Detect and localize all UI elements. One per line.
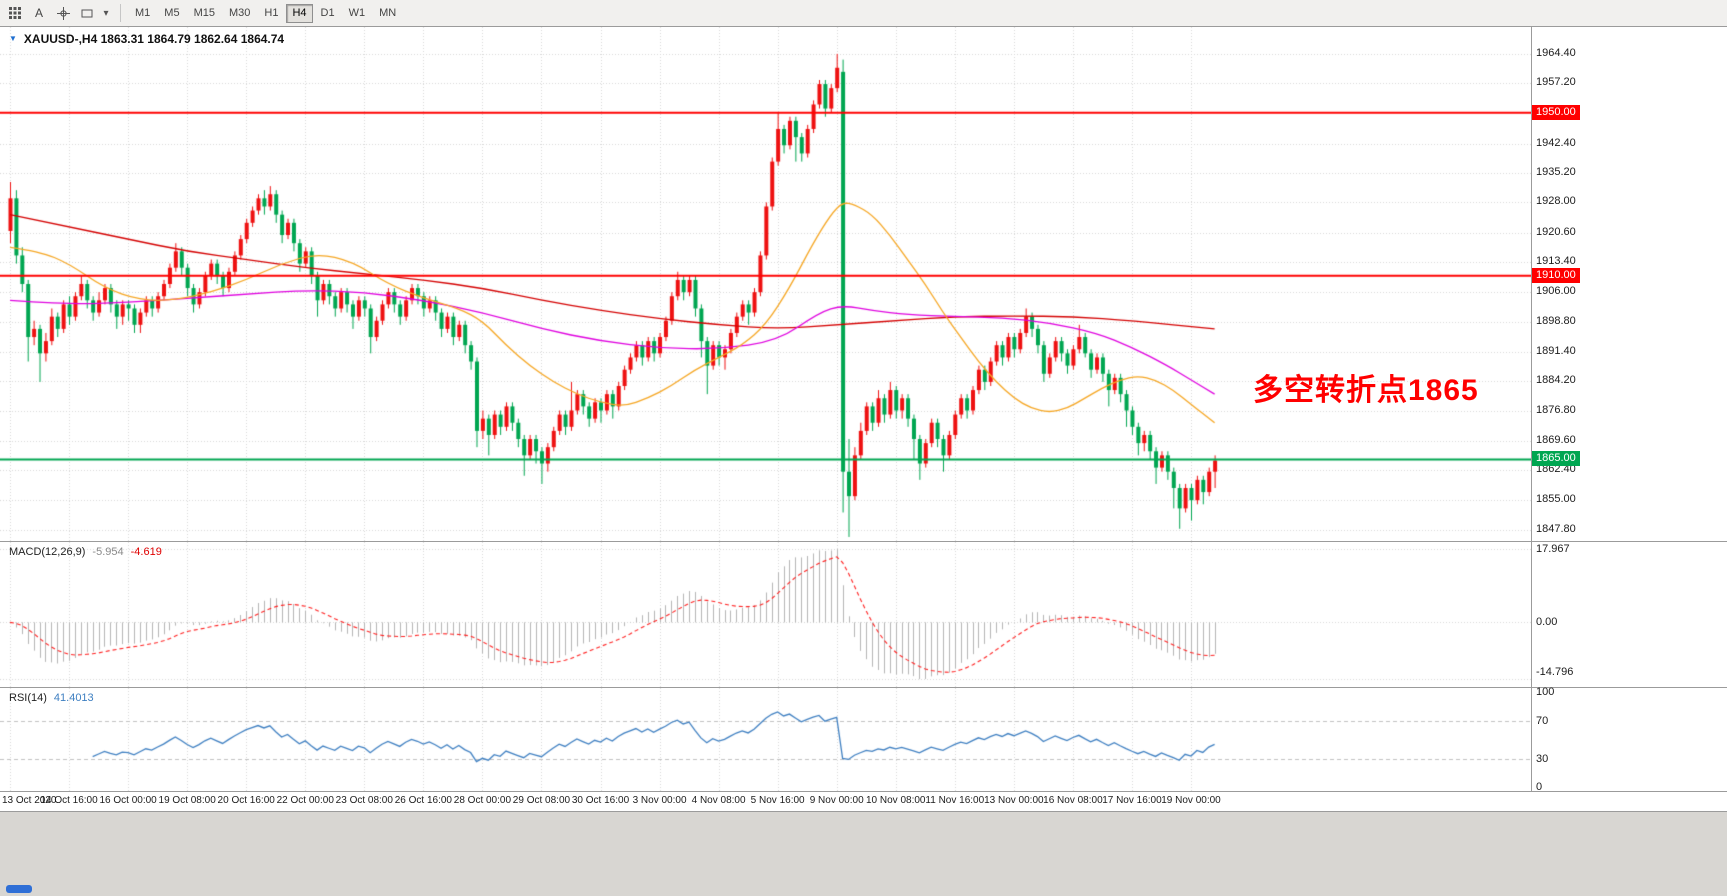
time-axis-label: 13 Oct 2020	[2, 795, 57, 806]
price-axis-label: 1869.60	[1536, 433, 1576, 446]
price-axis-label: 1884.20	[1536, 374, 1576, 387]
shapes-icon[interactable]	[76, 3, 98, 23]
price-axis-label: 1855.00	[1536, 493, 1576, 506]
price-axis-label: 1847.80	[1536, 522, 1576, 535]
time-axis-label: 20 Oct 16:00	[217, 795, 275, 806]
time-axis-label: 9 Nov 00:00	[809, 795, 864, 806]
rsi-label: RSI(14)	[9, 692, 47, 704]
time-axis-label: 19 Oct 08:00	[158, 795, 216, 806]
panel-divider	[0, 791, 1727, 792]
time-axis-label: 19 Nov 00:00	[1161, 795, 1221, 806]
timeframe-group: M1 M5 M15 M30 H1 H4 D1 W1 MN	[129, 3, 402, 23]
price-axis-label: 1935.20	[1536, 166, 1576, 179]
rsi-axis-label: 0	[1536, 781, 1543, 793]
time-axis-label: 13 Nov 00:00	[984, 795, 1044, 806]
rsi-indicator-canvas[interactable]	[0, 688, 1531, 791]
status-bar	[0, 811, 1727, 896]
taskbar-indicator[interactable]	[6, 885, 32, 893]
timeframe-h4-button[interactable]: H4	[286, 3, 313, 23]
rsi-value: 41.4013	[53, 692, 94, 704]
price-axis-label: 1957.20	[1536, 76, 1576, 89]
time-axis-label: 28 Oct 00:00	[453, 795, 512, 806]
time-axis-label: 23 Oct 08:00	[335, 795, 393, 806]
price-axis-label: 1928.00	[1536, 195, 1576, 208]
timeframe-m5-button[interactable]: M5	[158, 4, 185, 23]
time-axis-label: 11 Nov 16:00	[925, 795, 985, 806]
macd-axis-label: 0.00	[1536, 616, 1558, 629]
price-axis-label: 1906.00	[1536, 285, 1576, 298]
text-tool-button[interactable]: A	[28, 3, 50, 23]
time-axis-label: 16 Oct 00:00	[99, 795, 157, 806]
macd-indicator-canvas[interactable]	[0, 542, 1531, 687]
rsi-axis-label: 30	[1536, 752, 1549, 765]
charts-grid-icon[interactable]	[4, 3, 26, 23]
rsi-axis-label: 100	[1536, 686, 1555, 698]
macd-signal-value: -4.619	[130, 546, 162, 558]
timeframe-h1-button[interactable]: H1	[258, 4, 284, 23]
price-line-tag: 1865.00	[1532, 451, 1580, 467]
macd-main-value: -5.954	[92, 546, 124, 558]
time-axis-label: 5 Nov 16:00	[750, 795, 805, 806]
timeframe-m1-button[interactable]: M1	[129, 4, 156, 23]
crosshair-icon[interactable]	[52, 3, 74, 23]
chart-title: XAUUSD-,H4 1863.31 1864.79 1862.64 1864.…	[23, 32, 285, 46]
macd-axis-label: 17.967	[1536, 542, 1570, 555]
macd-axis-label: -14.796	[1536, 666, 1574, 679]
price-axis-label: 1913.40	[1536, 254, 1576, 267]
macd-header: MACD(12,26,9) -5.954 -4.619	[9, 546, 162, 558]
symbol-dropdown-icon[interactable]: ▼	[9, 34, 17, 43]
main-chart-canvas[interactable]	[0, 27, 1531, 541]
timeframe-mn-button[interactable]: MN	[373, 4, 402, 23]
price-line-tag: 1910.00	[1532, 267, 1580, 283]
timeframe-m15-button[interactable]: M15	[188, 4, 221, 23]
panel-divider	[0, 541, 1727, 542]
rsi-header: RSI(14) 41.4013	[9, 692, 94, 704]
toolbar: A ▾ M1 M5 M15 M30 H1 H4 D1 W1 MN	[0, 0, 1727, 27]
time-axis-label: 22 Oct 00:00	[276, 795, 334, 806]
time-axis-label: 30 Oct 16:00	[571, 795, 630, 806]
time-axis-label: 16 Nov 08:00	[1043, 795, 1103, 806]
panel-divider	[0, 687, 1727, 688]
price-axis-label: 1891.40	[1536, 344, 1576, 357]
chart-header: ▼ XAUUSD-,H4 1863.31 1864.79 1862.64 186…	[9, 32, 284, 46]
price-axis-label: 1964.40	[1536, 46, 1576, 59]
time-axis-label: 26 Oct 16:00	[394, 795, 452, 806]
rsi-axis-label: 70	[1536, 714, 1549, 727]
price-axis-label: 1942.40	[1536, 136, 1576, 149]
toolbar-separator	[120, 4, 121, 22]
time-axis-label: 10 Nov 08:00	[866, 795, 926, 806]
price-axis-border	[1531, 27, 1532, 792]
timeframe-d1-button[interactable]: D1	[315, 4, 341, 23]
time-axis-label: 29 Oct 08:00	[512, 795, 571, 806]
time-axis-label: 17 Nov 16:00	[1102, 795, 1162, 806]
chart-window: ▼ XAUUSD-,H4 1863.31 1864.79 1862.64 186…	[0, 27, 1727, 811]
time-axis-label: 4 Nov 08:00	[691, 795, 746, 806]
macd-label: MACD(12,26,9)	[9, 546, 86, 558]
price-axis-label: 1898.80	[1536, 314, 1576, 327]
timeframe-w1-button[interactable]: W1	[343, 4, 372, 23]
time-axis-label: 3 Nov 00:00	[632, 795, 687, 806]
dropdown-caret-icon[interactable]: ▾	[100, 3, 112, 23]
text-tool-label: A	[34, 6, 43, 20]
time-axis-label: 14 Oct 16:00	[40, 795, 98, 806]
timeframe-m30-button[interactable]: M30	[223, 4, 256, 23]
price-axis-label: 1876.80	[1536, 404, 1576, 417]
chart-annotation: 多空转折点1865	[1253, 374, 1479, 407]
price-line-tag: 1950.00	[1532, 104, 1580, 120]
price-axis-label: 1920.60	[1536, 225, 1576, 238]
